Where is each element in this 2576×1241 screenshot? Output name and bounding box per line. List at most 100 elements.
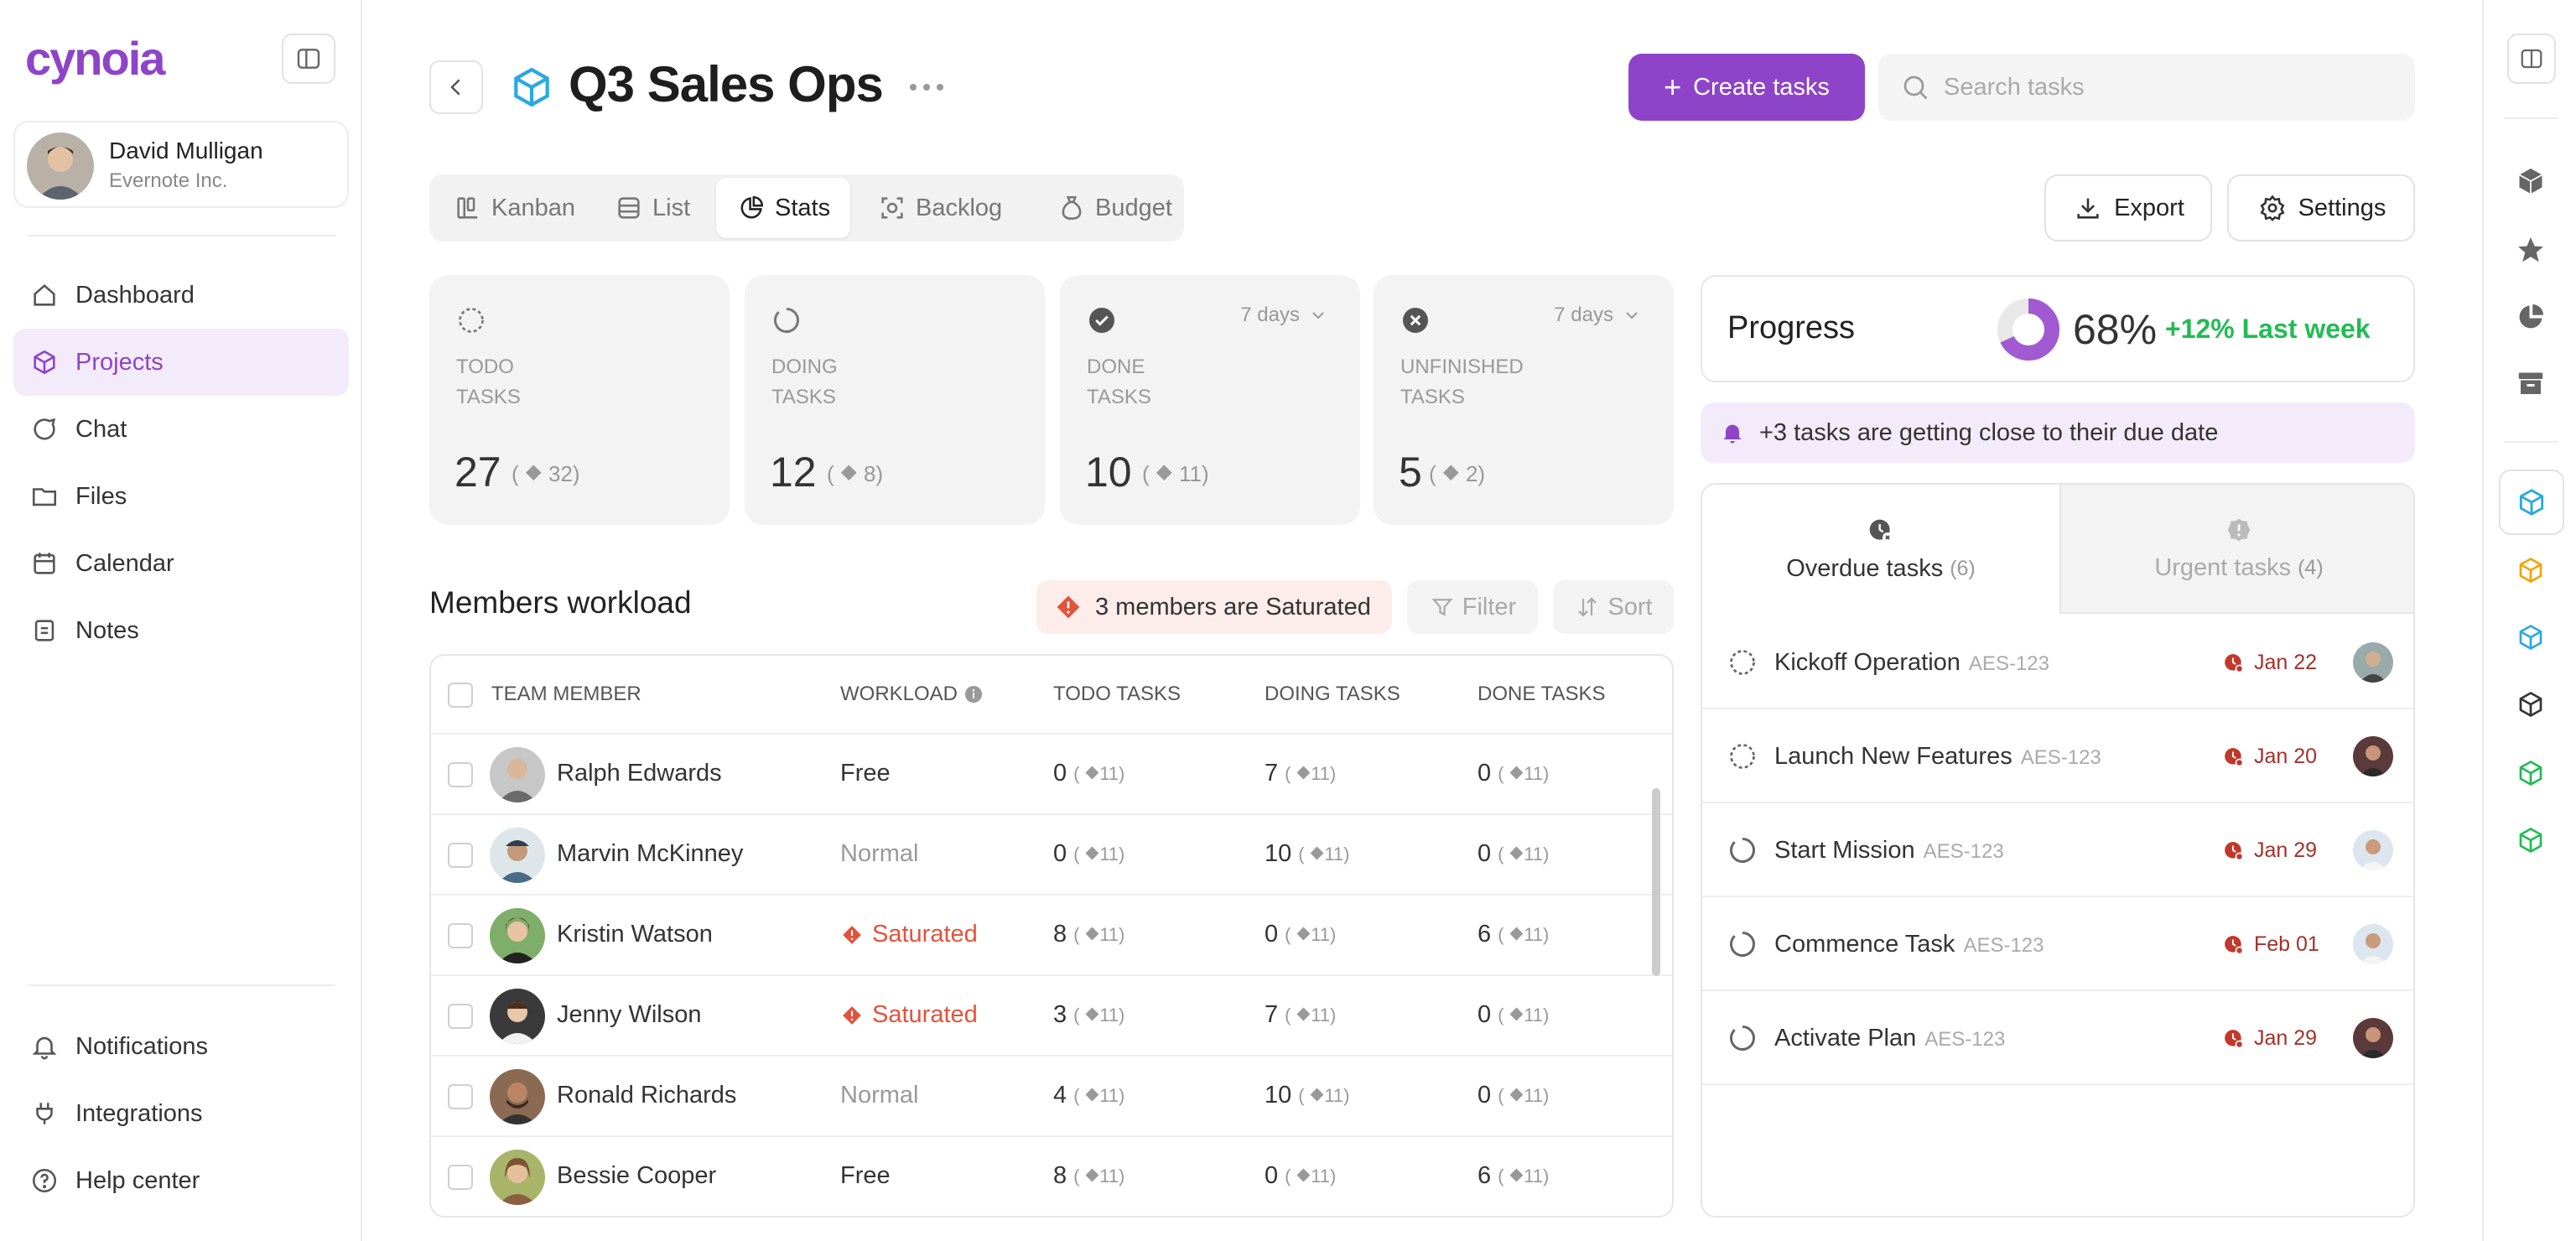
nav-item-help-center[interactable]: Help center — [13, 1147, 349, 1214]
tab-backlog[interactable]: Backlog — [857, 178, 1030, 238]
pie-chart-icon[interactable] — [2514, 300, 2547, 334]
stat-label: UNFINISHED TASKS — [1400, 356, 1524, 408]
table-row[interactable]: Ralph Edwards Free 0( ⯁11) 7( ⯁11) 0( ⯁1… — [431, 735, 1672, 815]
tab-budget[interactable]: Budget — [1036, 178, 1179, 238]
archive-icon[interactable] — [2514, 367, 2547, 401]
todo-status-icon — [1727, 741, 1758, 771]
money-bag-icon — [1057, 193, 1087, 223]
row-checkbox[interactable] — [448, 1004, 473, 1029]
select-all-checkbox[interactable] — [448, 683, 473, 708]
task-due-date: Jan 20 — [2222, 745, 2317, 769]
avatar — [490, 989, 545, 1044]
table-scrollbar[interactable] — [1652, 788, 1660, 976]
nav-label: Chat — [75, 415, 127, 443]
nav-label: Notes — [75, 616, 139, 644]
user-card[interactable]: David Mulligan Evernote Inc. — [13, 121, 349, 208]
progress-donut — [1997, 299, 2059, 361]
cube-icon[interactable] — [2514, 164, 2547, 198]
table-row[interactable]: Kristin Watson Saturated 8( ⯁11) 0( ⯁11)… — [431, 896, 1672, 976]
brand-logo[interactable]: cynoia — [25, 32, 165, 85]
nav-label: Dashboard — [75, 281, 195, 309]
info-icon — [963, 683, 984, 705]
task-title: Start Mission AES-123 — [1774, 837, 2004, 864]
todo-count: 0( ⯁11) — [1053, 840, 1125, 867]
stat-value: 27 — [454, 449, 501, 496]
done-count: 6( ⯁11) — [1478, 1162, 1550, 1189]
settings-button[interactable]: Settings — [2227, 174, 2415, 241]
saturated-text: 3 members are Saturated — [1095, 593, 1371, 620]
task-due-date: Jan 22 — [2222, 651, 2317, 675]
column-header[interactable]: DONE TASKS — [1478, 683, 1606, 705]
project-cube-icon[interactable] — [2514, 553, 2547, 587]
table-row[interactable]: Ronald Richards Normal 4( ⯁11) 10( ⯁11) … — [431, 1057, 1672, 1137]
export-button[interactable]: Export — [2044, 174, 2212, 241]
member-name: Kristin Watson — [557, 921, 713, 948]
task-item[interactable]: Launch New Features AES-123 Jan 20 — [1702, 709, 2413, 803]
diamond-icon: ⯁ — [1296, 1004, 1311, 1026]
list-icon — [614, 193, 644, 223]
table-row[interactable]: Marvin McKinney Normal 0( ⯁11) 10( ⯁11) … — [431, 815, 1672, 896]
task-item[interactable]: Kickoff Operation AES-123 Jan 22 — [1702, 615, 2413, 709]
tab-stats[interactable]: Stats — [716, 178, 850, 238]
nav-item-chat[interactable]: Chat — [13, 396, 349, 463]
sort-button[interactable]: Sort — [1553, 580, 1674, 634]
table-row[interactable]: Bessie Cooper Free 8( ⯁11) 0( ⯁11) 6( ⯁1… — [431, 1137, 1672, 1216]
tab-overdue-tasks[interactable]: Overdue tasks (6) — [1702, 485, 2059, 614]
nav-item-files[interactable]: Files — [13, 463, 349, 530]
row-checkbox[interactable] — [448, 843, 473, 868]
nav-item-dashboard[interactable]: Dashboard — [13, 262, 349, 329]
rail-toggle-button[interactable] — [2507, 34, 2556, 84]
plug-icon — [29, 1098, 60, 1129]
nav-item-notifications[interactable]: Notifications — [13, 1013, 349, 1080]
back-button[interactable] — [429, 60, 483, 114]
sort-label: Sort — [1607, 593, 1653, 620]
star-icon[interactable] — [2514, 233, 2547, 267]
create-tasks-button[interactable]: + Create tasks — [1628, 54, 1865, 121]
stat-card-unfinished: 7 days UNFINISHED TASKS 5 ( ⯁ 2) — [1374, 275, 1674, 525]
task-due-date: Feb 01 — [2222, 932, 2319, 957]
project-cube-icon[interactable] — [2514, 823, 2547, 857]
column-header[interactable]: DOING TASKS — [1265, 683, 1400, 705]
range-dropdown[interactable]: 7 days — [1554, 304, 1644, 327]
stat-label: DONE TASKS — [1087, 356, 1151, 408]
search-input[interactable] — [1944, 73, 2397, 101]
nav-item-calendar[interactable]: Calendar — [13, 530, 349, 597]
diamond-icon: ⯁ — [1509, 1084, 1524, 1106]
nav-item-projects[interactable]: Projects — [13, 329, 349, 396]
nav-item-notes[interactable]: Notes — [13, 597, 349, 664]
column-header[interactable]: TEAM MEMBER — [491, 683, 641, 705]
row-checkbox[interactable] — [448, 1165, 473, 1190]
filter-button[interactable]: Filter — [1407, 580, 1538, 634]
bell-icon — [29, 1031, 60, 1062]
row-checkbox[interactable] — [448, 762, 473, 787]
warning-diamond-icon — [1053, 592, 1083, 622]
more-options-icon[interactable] — [906, 69, 948, 106]
tab-kanban[interactable]: Kanban — [433, 178, 589, 238]
column-header[interactable]: TODO TASKS — [1053, 683, 1182, 705]
tab-list[interactable]: List — [594, 178, 719, 238]
table-row[interactable]: Jenny Wilson Saturated 3( ⯁11) 7( ⯁11) 0… — [431, 976, 1672, 1057]
row-checkbox[interactable] — [448, 923, 473, 948]
done-count: 6( ⯁11) — [1478, 921, 1550, 948]
task-item[interactable]: Commence Task AES-123 Feb 01 — [1702, 897, 2413, 991]
project-cube-icon[interactable] — [2514, 756, 2547, 790]
project-cube-icon[interactable] — [2514, 620, 2547, 654]
doing-count: 7( ⯁11) — [1265, 760, 1337, 787]
todo-count: 3( ⯁11) — [1053, 1001, 1125, 1028]
range-dropdown[interactable]: 7 days — [1240, 304, 1330, 327]
project-cube-icon[interactable] — [2514, 688, 2547, 721]
project-cube-icon[interactable] — [2499, 470, 2564, 535]
task-title: Commence Task AES-123 — [1774, 931, 2044, 958]
tab-label: Overdue tasks — [1786, 554, 1944, 582]
row-checkbox[interactable] — [448, 1084, 473, 1109]
avatar — [490, 828, 545, 883]
column-header[interactable]: WORKLOAD — [840, 683, 984, 706]
tab-urgent-tasks[interactable]: Urgent tasks (4) — [2059, 485, 2413, 614]
diamond-icon: ⯁ — [1296, 762, 1311, 784]
task-item[interactable]: Activate Plan AES-123 Jan 29 — [1702, 991, 2413, 1085]
chevron-down-icon — [1306, 304, 1330, 327]
nav-item-integrations[interactable]: Integrations — [13, 1080, 349, 1147]
task-item[interactable]: Start Mission AES-123 Jan 29 — [1702, 803, 2413, 897]
doing-count: 10( ⯁11) — [1265, 840, 1350, 867]
sidebar-toggle-button[interactable] — [282, 34, 335, 84]
